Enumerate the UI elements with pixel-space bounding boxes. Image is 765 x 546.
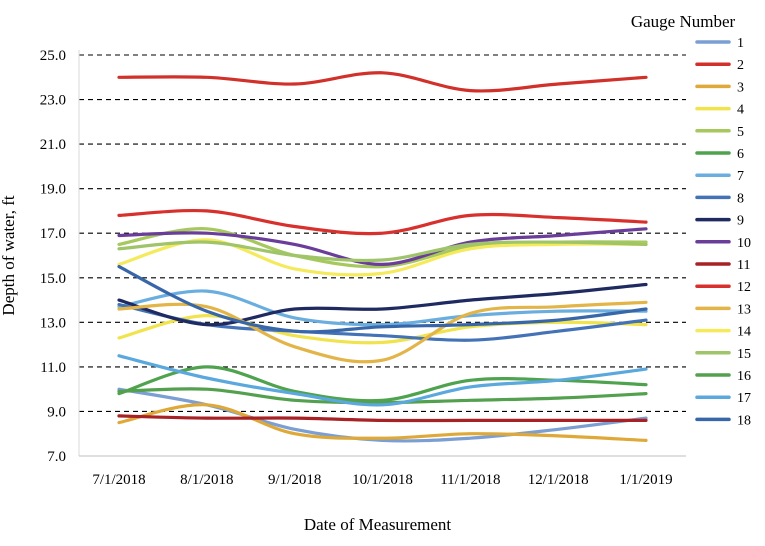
legend-label-3: 3: [737, 80, 744, 95]
legend-label-16: 16: [737, 369, 751, 384]
series-line-9: [117, 282, 648, 327]
series-line-4: [117, 313, 648, 345]
series-lines: [117, 71, 648, 443]
y-tick-label: 13.0: [40, 315, 66, 331]
y-tick-label: 21.0: [40, 137, 66, 153]
legend-label-11: 11: [737, 258, 750, 273]
y-axis-title: Depth of water, ft: [0, 195, 18, 315]
y-tick-label: 17.0: [40, 226, 66, 242]
legend-label-12: 12: [737, 280, 751, 295]
series-line-17: [117, 354, 648, 407]
x-tick-label: 11/1/2018: [440, 472, 500, 488]
series-line-15: [117, 240, 648, 263]
y-tick-label: 7.0: [47, 449, 66, 465]
series-line-7: [117, 289, 648, 327]
series-line-6: [117, 365, 648, 403]
x-tick-label: 1/1/2019: [619, 472, 672, 488]
legend-label-2: 2: [737, 58, 744, 73]
series-line-12: [117, 208, 648, 236]
y-tick-label: 15.0: [40, 271, 66, 287]
y-tick-label: 11.0: [40, 360, 66, 376]
series-line-13: [117, 300, 648, 364]
y-tick-labels: 7.0 9.0 11.0 13.0 15.0 17.0 19.0 21.0 23.0 25.0: [40, 48, 66, 465]
legend-label-9: 9: [737, 214, 744, 229]
x-tick-label: 12/1/2018: [528, 472, 589, 488]
y-tick-label: 9.0: [47, 404, 66, 420]
series-line-18: [117, 265, 648, 334]
y-tick-label: 25.0: [40, 48, 66, 64]
legend-label-4: 4: [737, 103, 744, 118]
series-line-14: [117, 238, 648, 277]
y-tick-label: 23.0: [40, 93, 66, 109]
legend-label-6: 6: [737, 147, 744, 162]
legend-label-15: 15: [737, 347, 751, 362]
series-line-2: [117, 71, 648, 93]
legend-label-14: 14: [737, 325, 751, 340]
legend-label-7: 7: [737, 169, 744, 184]
legend-label-10: 10: [737, 236, 751, 251]
x-tick-label: 8/1/2018: [180, 472, 233, 488]
y-tick-label: 19.0: [40, 182, 66, 198]
legend-label-17: 17: [737, 391, 751, 406]
x-axis-title: Date of Measurement: [304, 515, 452, 534]
x-tick-label: 9/1/2018: [268, 472, 321, 488]
legend-label-18: 18: [737, 413, 751, 428]
legend-label-1: 1: [737, 36, 744, 51]
x-tick-label: 10/1/2018: [352, 472, 413, 488]
legend-label-5: 5: [737, 125, 744, 140]
x-tick-labels: 7/1/2018 8/1/2018 9/1/2018 10/1/2018 11/1/20…: [92, 472, 672, 488]
legend-title: Gauge Number: [631, 12, 736, 31]
series-line-11: [117, 414, 648, 423]
legend-label-13: 13: [737, 302, 751, 317]
x-tick-label: 7/1/2018: [92, 472, 145, 488]
series-line-10: [117, 227, 648, 267]
legend-label-8: 8: [737, 191, 744, 206]
series-line-16: [117, 387, 648, 405]
series-line-3: [117, 403, 648, 442]
